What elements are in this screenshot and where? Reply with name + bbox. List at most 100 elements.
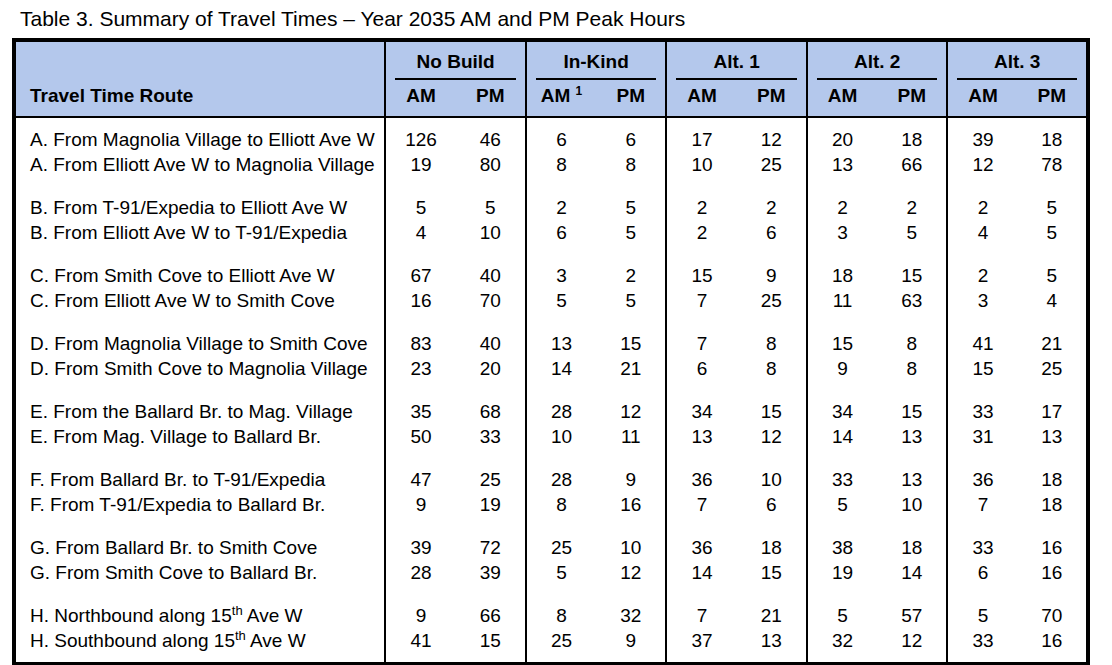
pm-value-cell: 20 <box>456 356 526 390</box>
column-group-label: No Build <box>395 51 516 80</box>
pm-value-cell: 15 <box>596 322 666 356</box>
am-value-cell: 5 <box>526 288 596 322</box>
route-cell: A. From Magnolia Village to Elliott Ave … <box>14 117 385 152</box>
am-value-cell: 47 <box>385 458 455 492</box>
am-value-cell: 14 <box>807 424 877 458</box>
pm-value-cell: 8 <box>737 356 807 390</box>
am-value-cell: 28 <box>526 390 596 424</box>
pm-value-cell: 57 <box>877 594 947 628</box>
am-value-cell: 39 <box>947 117 1017 152</box>
pm-column-header: PM <box>877 80 947 117</box>
route-cell: E. From the Ballard Br. to Mag. Village <box>14 390 385 424</box>
pm-value-cell: 18 <box>737 526 807 560</box>
am-value-cell: 14 <box>666 560 736 594</box>
pm-value-cell: 21 <box>1018 322 1088 356</box>
pm-value-cell: 16 <box>596 492 666 526</box>
pm-value-cell: 2 <box>877 186 947 220</box>
pm-value-cell: 15 <box>737 390 807 424</box>
column-group-header: In-Kind <box>526 40 667 80</box>
route-cell: G. From Smith Cove to Ballard Br. <box>14 560 385 594</box>
am-value-cell: 3 <box>526 254 596 288</box>
am-value-cell: 15 <box>947 356 1017 390</box>
pm-column-header: PM <box>456 80 526 117</box>
am-value-cell: 18 <box>807 254 877 288</box>
am-value-cell: 20 <box>807 117 877 152</box>
am-value-cell: 2 <box>666 186 736 220</box>
pm-value-cell: 13 <box>877 424 947 458</box>
pm-value-cell: 12 <box>737 117 807 152</box>
pm-value-cell: 5 <box>596 288 666 322</box>
table-row: E. From Mag. Village to Ballard Br.50331… <box>14 424 1088 458</box>
am-value-cell: 13 <box>807 152 877 186</box>
am-value-cell: 7 <box>666 322 736 356</box>
pm-value-cell: 12 <box>877 628 947 664</box>
am-value-cell: 28 <box>385 560 455 594</box>
route-cell: B. From Elliott Ave W to T-91/Expedia <box>14 220 385 254</box>
pm-value-cell: 13 <box>877 458 947 492</box>
am-value-cell: 3 <box>807 220 877 254</box>
pm-value-cell: 25 <box>737 152 807 186</box>
pm-value-cell: 25 <box>1018 356 1088 390</box>
am-value-cell: 5 <box>947 594 1017 628</box>
column-group-label: Alt. 2 <box>817 51 938 80</box>
am-value-cell: 28 <box>526 458 596 492</box>
route-cell: H. Northbound along 15th Ave W <box>14 594 385 628</box>
am-value-cell: 32 <box>807 628 877 664</box>
table-row: B. From Elliott Ave W to T-91/Expedia410… <box>14 220 1088 254</box>
am-value-cell: 4 <box>385 220 455 254</box>
am-value-cell: 34 <box>807 390 877 424</box>
table-row: G. From Smith Cove to Ballard Br.2839512… <box>14 560 1088 594</box>
route-cell: A. From Elliott Ave W to Magnolia Villag… <box>14 152 385 186</box>
am-column-header: AM <box>385 80 455 117</box>
pm-value-cell: 25 <box>737 288 807 322</box>
pm-value-cell: 8 <box>596 152 666 186</box>
am-value-cell: 14 <box>526 356 596 390</box>
am-value-cell: 2 <box>947 186 1017 220</box>
table-row: H. Southbound along 15th Ave W4115259371… <box>14 628 1088 664</box>
table-row: A. From Magnolia Village to Elliott Ave … <box>14 117 1088 152</box>
pm-value-cell: 16 <box>1018 628 1088 664</box>
table-body: A. From Magnolia Village to Elliott Ave … <box>14 117 1088 664</box>
pm-value-cell: 5 <box>596 186 666 220</box>
pm-value-cell: 70 <box>1018 594 1088 628</box>
pm-value-cell: 8 <box>877 356 947 390</box>
document-page: Table 3. Summary of Travel Times – Year … <box>0 0 1112 665</box>
am-column-header: AM 1 <box>526 80 596 117</box>
am-value-cell: 36 <box>666 458 736 492</box>
am-value-cell: 2 <box>526 186 596 220</box>
am-value-cell: 33 <box>947 526 1017 560</box>
am-value-cell: 7 <box>666 288 736 322</box>
pm-value-cell: 5 <box>877 220 947 254</box>
am-value-cell: 8 <box>526 492 596 526</box>
pm-value-cell: 40 <box>456 254 526 288</box>
am-value-cell: 11 <box>807 288 877 322</box>
pm-value-cell: 40 <box>456 322 526 356</box>
am-value-cell: 8 <box>526 594 596 628</box>
table-row: D. From Smith Cove to Magnolia Village23… <box>14 356 1088 390</box>
am-value-cell: 9 <box>385 594 455 628</box>
am-value-cell: 126 <box>385 117 455 152</box>
am-value-cell: 7 <box>666 594 736 628</box>
pm-value-cell: 4 <box>1018 288 1088 322</box>
am-value-cell: 15 <box>807 322 877 356</box>
pm-value-cell: 12 <box>596 390 666 424</box>
am-value-cell: 13 <box>526 322 596 356</box>
am-value-cell: 41 <box>385 628 455 664</box>
pm-value-cell: 10 <box>737 458 807 492</box>
route-cell: B. From T-91/Expedia to Elliott Ave W <box>14 186 385 220</box>
pm-column-header: PM <box>1018 80 1088 117</box>
am-value-cell: 33 <box>947 628 1017 664</box>
pm-value-cell: 10 <box>596 526 666 560</box>
column-group-header: Alt. 1 <box>666 40 807 80</box>
am-value-cell: 34 <box>666 390 736 424</box>
am-value-cell: 37 <box>666 628 736 664</box>
am-value-cell: 41 <box>947 322 1017 356</box>
am-value-cell: 19 <box>385 152 455 186</box>
am-value-cell: 5 <box>807 594 877 628</box>
footnote-marker: 1 <box>576 84 583 98</box>
am-value-cell: 83 <box>385 322 455 356</box>
pm-value-cell: 63 <box>877 288 947 322</box>
pm-value-cell: 18 <box>877 117 947 152</box>
column-group-header: Alt. 2 <box>807 40 948 80</box>
am-value-cell: 12 <box>947 152 1017 186</box>
